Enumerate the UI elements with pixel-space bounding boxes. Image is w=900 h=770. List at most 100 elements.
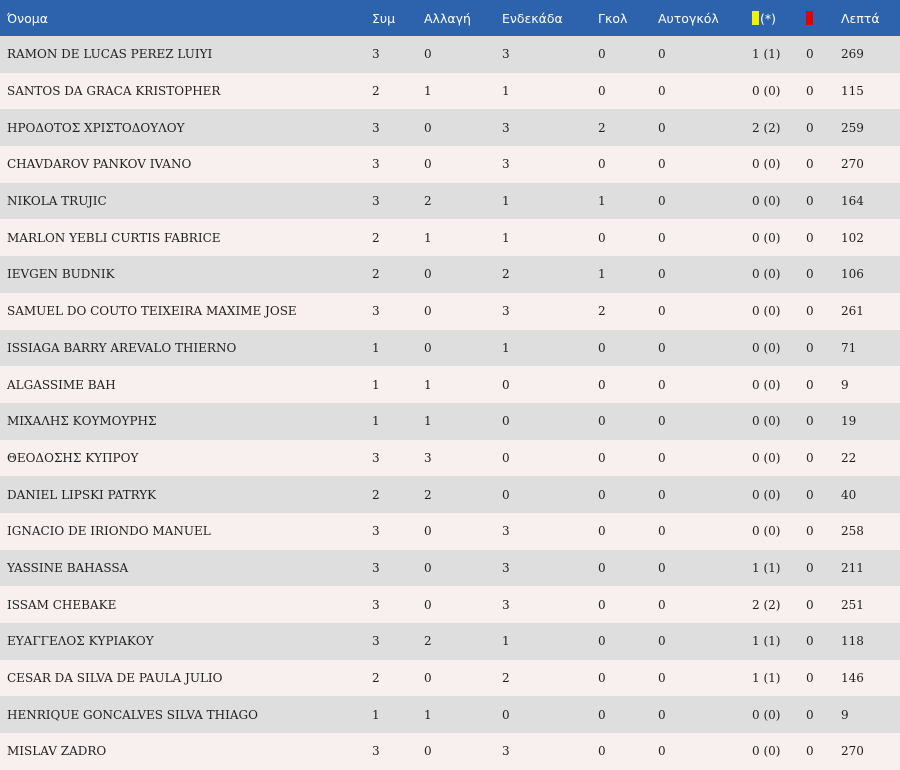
player-name-cell[interactable]: ΘΕΟΔΟΣΗΣ ΚΥΠΡΟΥ (7, 450, 139, 465)
player-name-cell[interactable]: HENRIQUE GONCALVES SILVA THIAGO (7, 707, 258, 722)
apps-cell: 3 (372, 157, 380, 172)
yellow-cards-cell: 0 (0) (752, 524, 781, 539)
red-cards-cell: 0 (806, 524, 814, 539)
start-cell: 3 (502, 47, 510, 62)
red-cards-cell: 0 (806, 597, 814, 612)
apps-cell: 3 (372, 120, 380, 135)
goals-cell: 1 (598, 267, 606, 282)
goals-cell: 2 (598, 304, 606, 319)
sub-cell: 0 (424, 744, 432, 759)
sub-cell: 2 (424, 487, 432, 502)
player-name-cell[interactable]: YASSINE BAHASSA (7, 560, 129, 575)
minutes-cell: 259 (841, 120, 864, 135)
apps-cell: 3 (372, 524, 380, 539)
column-header-start[interactable]: Ενδεκάδα (502, 10, 563, 26)
player-name-cell[interactable]: CESAR DA SILVA DE PAULA JULIO (7, 671, 223, 686)
red-cards-cell: 0 (806, 340, 814, 355)
column-header-name[interactable]: Όνομα (7, 10, 48, 26)
minutes-cell: 115 (841, 84, 864, 99)
minutes-cell: 269 (841, 47, 864, 62)
column-header-goals[interactable]: Γκολ (598, 10, 628, 26)
apps-cell: 3 (372, 450, 380, 465)
start-cell: 1 (502, 634, 510, 649)
apps-cell: 3 (372, 597, 380, 612)
red-cards-cell: 0 (806, 634, 814, 649)
goals-cell: 0 (598, 487, 606, 502)
minutes-cell: 9 (841, 707, 849, 722)
yellow-cards-cell: 0 (0) (752, 230, 781, 245)
player-name-cell[interactable]: IEVGEN BUDNIK (7, 267, 115, 282)
sub-cell: 0 (424, 340, 432, 355)
own-goals-cell: 0 (658, 84, 666, 99)
table-row: CHAVDAROV PANKOV IVANO 3 0 3 0 0 0 (0) 0 270 (0, 146, 900, 183)
minutes-cell: 102 (841, 230, 864, 245)
sub-cell: 0 (424, 671, 432, 686)
table-row: ΜΙΧΑΛΗΣ ΚΟΥΜΟΥΡΗΣ 1 1 0 0 0 0 (0) 0 19 (0, 402, 900, 440)
column-header-apps[interactable]: Συμ (372, 10, 396, 26)
player-name-cell[interactable]: MISLAV ZADRO (7, 744, 107, 759)
player-name-cell[interactable]: SAMUEL DO COUTO TEIXEIRA MAXIME JOSE (7, 304, 297, 319)
player-name-cell[interactable]: MARLON YEBLI CURTIS FABRICE (7, 230, 221, 245)
table-row: HENRIQUE GONCALVES SILVA THIAGO 1 1 0 0 0 0 (0… (0, 696, 900, 734)
minutes-cell: 71 (841, 340, 857, 355)
column-header-own-goals[interactable]: Αυτογκόλ (658, 10, 719, 26)
table-row: IGNACIO DE IRIONDO MANUEL 3 0 3 0 0 0 (0) 0 258 (0, 512, 900, 550)
minutes-cell: 19 (841, 414, 857, 429)
red-cards-cell: 0 (806, 47, 814, 62)
player-name-cell[interactable]: ΜΙΧΑΛΗΣ ΚΟΥΜΟΥΡΗΣ (7, 414, 157, 429)
yellow-cards-cell: 0 (0) (752, 84, 781, 99)
goals-cell: 0 (598, 634, 606, 649)
column-header-yellow-cards[interactable]: (*) (752, 0, 806, 36)
column-header-sub[interactable]: Αλλαγή (424, 10, 471, 26)
own-goals-cell: 0 (658, 634, 666, 649)
minutes-cell: 146 (841, 671, 864, 686)
yellow-cards-cell: 1 (1) (752, 47, 781, 62)
start-cell: 0 (502, 414, 510, 429)
player-name-cell[interactable]: ALGASSIME BAH (7, 377, 116, 392)
table-row: YASSINE BAHASSA 3 0 3 0 0 1 (1) 0 211 (0, 549, 900, 587)
goals-cell: 0 (598, 230, 606, 245)
apps-cell: 3 (372, 47, 380, 62)
start-cell: 3 (502, 304, 510, 319)
player-name-cell[interactable]: ΗΡΟΔΟΤΟΣ ΧΡΙΣΤΟΔΟΥΛΟΥ (7, 120, 185, 135)
sub-cell: 1 (424, 414, 432, 429)
player-name-cell[interactable]: RAMON DE LUCAS PEREZ LUIYI (7, 47, 213, 62)
red-cards-cell: 0 (806, 157, 814, 172)
table-row: NIKOLA TRUJIC 3 2 1 1 0 0 (0) 0 164 (0, 182, 900, 220)
yellow-cards-cell: 0 (0) (752, 707, 781, 722)
player-name-cell[interactable]: CHAVDAROV PANKOV IVANO (7, 157, 192, 172)
player-name-cell[interactable]: NIKOLA TRUJIC (7, 194, 107, 209)
yellow-cards-cell: 1 (1) (752, 671, 781, 686)
sub-cell: 0 (424, 47, 432, 62)
red-cards-cell: 0 (806, 267, 814, 282)
yellow-cards-cell: 0 (0) (752, 487, 781, 502)
yellow-cards-cell: 0 (0) (752, 377, 781, 392)
own-goals-cell: 0 (658, 450, 666, 465)
minutes-cell: 261 (841, 304, 864, 319)
table-row: CESAR DA SILVA DE PAULA JULIO 2 0 2 0 0 1 (1) 0… (0, 659, 900, 697)
player-name-cell[interactable]: DANIEL LIPSKI PATRYK (7, 487, 157, 502)
start-cell: 2 (502, 267, 510, 282)
player-name-cell[interactable]: ISSAM CHEBAKE (7, 597, 117, 612)
player-name-cell[interactable]: ΕΥΑΓΓΕΛΟΣ ΚΥΡΙΑΚΟΥ (7, 634, 154, 649)
goals-cell: 2 (598, 120, 606, 135)
red-cards-cell: 0 (806, 487, 814, 502)
sub-cell: 0 (424, 120, 432, 135)
apps-cell: 3 (372, 304, 380, 319)
table-row: MARLON YEBLI CURTIS FABRICE 2 1 1 0 0 0 (0) 0 10… (0, 219, 900, 257)
sub-cell: 0 (424, 304, 432, 319)
player-name-cell[interactable]: IGNACIO DE IRIONDO MANUEL (7, 524, 211, 539)
sub-cell: 1 (424, 377, 432, 392)
goals-cell: 0 (598, 84, 606, 99)
start-cell: 3 (502, 597, 510, 612)
column-header-red-cards[interactable] (806, 0, 841, 36)
column-header-minutes[interactable]: Λεπτά (841, 10, 880, 26)
sub-cell: 1 (424, 84, 432, 99)
player-name-cell[interactable]: ISSIAGA BARRY AREVALO THIERNO (7, 340, 237, 355)
player-name-cell[interactable]: SANTOS DA GRACA KRISTOPHER (7, 84, 221, 99)
start-cell: 2 (502, 671, 510, 686)
table-row: ISSAM CHEBAKE 3 0 3 0 0 2 (2) 0 251 (0, 586, 900, 623)
red-cards-cell: 0 (806, 120, 814, 135)
sub-cell: 0 (424, 560, 432, 575)
yellow-cards-cell: 2 (2) (752, 120, 781, 135)
